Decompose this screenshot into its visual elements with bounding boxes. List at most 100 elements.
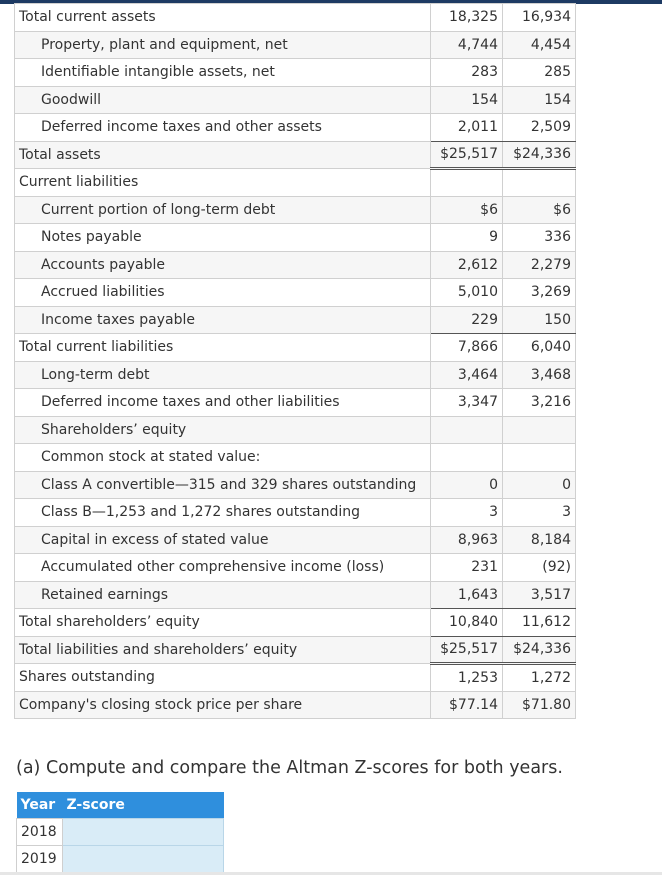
row-label: Class A convertible—315 and 329 shares o…	[14, 470, 431, 499]
row-label: Goodwill	[14, 85, 431, 114]
zscore-header-row: Year Z-score	[16, 792, 224, 818]
value-2018	[502, 168, 576, 197]
row-label: Accumulated other comprehensive income (…	[14, 553, 431, 582]
value-2019: 3,464	[430, 360, 503, 389]
value-2018: $24,336	[502, 140, 576, 170]
value-2019: 2,612	[430, 250, 503, 279]
value-2018: 11,612	[502, 608, 576, 637]
row-label: Long-term debt	[14, 360, 431, 389]
row-label: Total liabilities and shareholders’ equi…	[14, 635, 431, 664]
value-2019: 10,840	[430, 608, 503, 637]
zscore-row: 2018	[16, 817, 224, 846]
header-year: Year	[16, 792, 63, 818]
value-2018: 285	[502, 58, 576, 87]
row-label: Total current assets	[14, 3, 431, 32]
value-2019: 8,963	[430, 525, 503, 554]
value-2019: 7,866	[430, 333, 503, 362]
zscore-input-2018[interactable]	[62, 817, 224, 846]
value-2019: 5,010	[430, 278, 503, 307]
value-2018: 3,468	[502, 360, 576, 389]
row-label: Notes payable	[14, 223, 431, 252]
row-label: Current portion of long-term debt	[14, 195, 431, 224]
value-2018	[502, 415, 576, 444]
value-2018: 16,934	[502, 3, 576, 32]
row-label: Shareholders’ equity	[14, 415, 431, 444]
balance-sheet-table: Total current assets 18,325 16,934 Prope…	[14, 3, 576, 719]
value-2019: $25,517	[430, 140, 503, 170]
year-cell: 2019	[16, 845, 63, 874]
table-row: Total current liabilities 7,866 6,040	[14, 333, 576, 362]
value-2018: 3,269	[502, 278, 576, 307]
value-2018: $71.80	[502, 690, 576, 719]
table-row: Class B—1,253 and 1,272 shares outstandi…	[14, 498, 576, 527]
value-2019	[430, 415, 503, 444]
value-2018: 2,509	[502, 113, 576, 142]
row-label: Deferred income taxes and other assets	[14, 113, 431, 142]
table-row: Retained earnings 1,643 3,517	[14, 580, 576, 609]
table-row: Class A convertible—315 and 329 shares o…	[14, 470, 576, 499]
value-2019: $25,517	[430, 635, 503, 665]
table-row: Income taxes payable 229 150	[14, 305, 576, 334]
row-label: Identifiable intangible assets, net	[14, 58, 431, 87]
row-label: Common stock at stated value:	[14, 443, 431, 472]
row-label: Property, plant and equipment, net	[14, 30, 431, 59]
row-label: Total shareholders’ equity	[14, 608, 431, 637]
question-text: (a) Compute and compare the Altman Z-sco…	[16, 758, 563, 778]
table-row: Accumulated other comprehensive income (…	[14, 553, 576, 582]
row-label: Total current liabilities	[14, 333, 431, 362]
bottom-divider	[0, 872, 662, 875]
row-label: Total assets	[14, 140, 431, 169]
value-2019: 2,011	[430, 113, 503, 142]
value-2019: 283	[430, 58, 503, 87]
value-2018: $24,336	[502, 635, 576, 665]
value-2018	[502, 443, 576, 472]
table-row: Total assets $25,517 $24,336	[14, 140, 576, 170]
value-2019: 3,347	[430, 388, 503, 417]
value-2019: 18,325	[430, 3, 503, 32]
value-2019	[430, 168, 503, 197]
value-2019	[430, 443, 503, 472]
table-row: Total liabilities and shareholders’ equi…	[14, 635, 576, 665]
zscore-input-2019[interactable]	[62, 845, 224, 874]
table-row: Property, plant and equipment, net 4,744…	[14, 30, 576, 59]
table-row: Total shareholders’ equity 10,840 11,612	[14, 608, 576, 637]
row-label: Accounts payable	[14, 250, 431, 279]
value-2019: 3	[430, 498, 503, 527]
table-row: Common stock at stated value:	[14, 443, 576, 472]
value-2018: 4,454	[502, 30, 576, 59]
value-2018: 6,040	[502, 333, 576, 362]
value-2019: $77.14	[430, 690, 503, 719]
value-2019: 231	[430, 553, 503, 582]
value-2018: 154	[502, 85, 576, 114]
value-2019: 0	[430, 470, 503, 499]
value-2018: 2,279	[502, 250, 576, 279]
table-row: Identifiable intangible assets, net 283 …	[14, 58, 576, 87]
value-2019: 229	[430, 305, 503, 334]
top-border	[0, 0, 662, 4]
table-row: Total current assets 18,325 16,934	[14, 3, 576, 32]
year-cell: 2018	[16, 817, 63, 846]
value-2018: 336	[502, 223, 576, 252]
table-row: Long-term debt 3,464 3,468	[14, 360, 576, 389]
value-2018: 3	[502, 498, 576, 527]
value-2019: 1,253	[430, 663, 503, 692]
table-row: Notes payable 9 336	[14, 223, 576, 252]
table-row: Deferred income taxes and other liabilit…	[14, 388, 576, 417]
value-2018: 3,216	[502, 388, 576, 417]
value-2019: 154	[430, 85, 503, 114]
table-row: Shares outstanding 1,253 1,272	[14, 663, 576, 692]
value-2018: 3,517	[502, 580, 576, 609]
row-label: Class B—1,253 and 1,272 shares outstandi…	[14, 498, 431, 527]
row-label: Shares outstanding	[14, 663, 431, 692]
table-row: Goodwill 154 154	[14, 85, 576, 114]
table-row: Shareholders’ equity	[14, 415, 576, 444]
table-row: Current liabilities	[14, 168, 576, 197]
value-2019: $6	[430, 195, 503, 224]
table-row: Company's closing stock price per share …	[14, 690, 576, 719]
row-label: Income taxes payable	[14, 305, 431, 334]
table-row: Capital in excess of stated value 8,963 …	[14, 525, 576, 554]
row-label: Accrued liabilities	[14, 278, 431, 307]
value-2018: 8,184	[502, 525, 576, 554]
zscore-table: Year Z-score 2018 2019	[16, 792, 224, 874]
zscore-row: 2019	[16, 845, 224, 874]
